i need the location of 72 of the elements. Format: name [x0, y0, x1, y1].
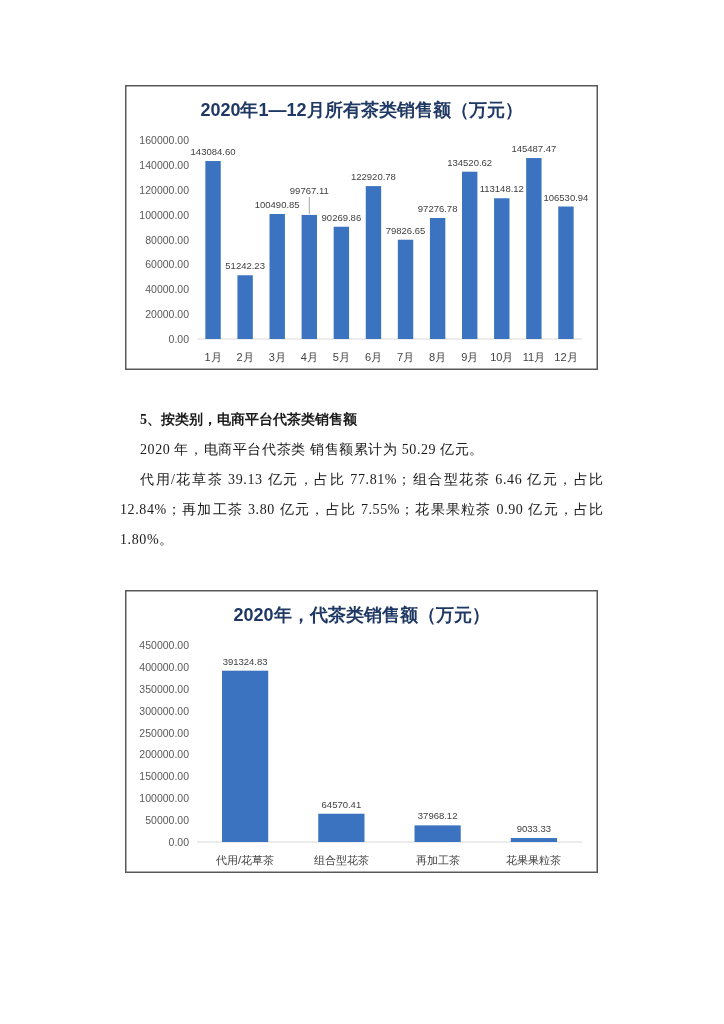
data-label: 37968.12 — [417, 810, 458, 822]
x-tick-label: 8月 — [429, 351, 447, 363]
x-tick-label: 3月 — [268, 351, 286, 363]
bar — [397, 239, 414, 339]
data-label: 99767.11 — [289, 185, 329, 197]
x-tick-label: 1月 — [204, 351, 222, 363]
x-tick-label: 10月 — [490, 351, 514, 363]
bar — [462, 171, 478, 339]
bar — [414, 825, 461, 842]
chart-title: 2020年，代茶类销售额（万元） — [233, 605, 490, 625]
x-tick-label: 9月 — [461, 351, 479, 363]
bar — [269, 214, 285, 339]
y-tick-label: 450000.00 — [139, 639, 190, 651]
y-tick-label: 60000.00 — [145, 258, 190, 271]
bar — [237, 275, 253, 339]
bar — [429, 218, 446, 339]
data-label: 145487.47 — [511, 143, 557, 155]
x-tick-label: 再加工茶 — [415, 854, 460, 866]
data-label: 79826.65 — [385, 224, 426, 236]
y-tick-label: 0.00 — [168, 333, 190, 345]
y-tick-label: 100000.00 — [139, 208, 190, 221]
x-tick-label: 11月 — [522, 351, 546, 363]
text: 2020 年，电商平台代茶类 销售额累计为 50.29 亿元。 — [139, 441, 486, 459]
x-tick-label: 组合型花茶 — [313, 854, 369, 866]
data-label: 113148.12 — [479, 183, 524, 195]
data-label: 100490.85 — [254, 199, 300, 211]
data-label: 64570.41 — [321, 798, 362, 810]
x-tick-label: 7月 — [396, 351, 415, 363]
y-tick-label: 80000.00 — [145, 233, 190, 246]
x-tick-label: 12月 — [554, 351, 578, 363]
bar — [365, 186, 382, 339]
bar — [558, 206, 574, 339]
x-tick-label: 6月 — [364, 351, 383, 363]
y-tick-label: 400000.00 — [139, 660, 190, 673]
y-tick-label: 200000.00 — [139, 748, 190, 761]
bar — [318, 813, 365, 842]
y-tick-label: 0.00 — [168, 836, 190, 848]
data-label: 51242.23 — [225, 260, 265, 272]
y-tick-label: 140000.00 — [139, 158, 190, 171]
bar — [510, 838, 557, 842]
y-tick-label: 20000.00 — [145, 308, 190, 321]
bar — [205, 161, 221, 339]
y-tick-label: 50000.00 — [145, 814, 190, 827]
bar — [526, 158, 542, 339]
x-tick-label: 2月 — [236, 351, 254, 363]
data-label: 97276.78 — [417, 203, 458, 215]
y-tick-label: 300000.00 — [139, 704, 190, 717]
x-tick-label: 代用/花草茶 — [215, 854, 275, 866]
bar — [333, 226, 350, 339]
y-tick-label: 120000.00 — [139, 183, 190, 196]
bar — [494, 198, 510, 339]
bar — [222, 670, 269, 842]
data-label: 122920.78 — [351, 171, 396, 183]
data-label: 106530.94 — [543, 191, 589, 203]
data-label: 90269.86 — [321, 211, 362, 223]
chart-title: 2020年1—12月所有茶类销售额（万元） — [200, 100, 523, 120]
text: 代用/花草茶 39.13 亿元，占比 77.81%；组合型花茶 6.46 亿元，占比 12.84%；再加工茶 3.80 亿元，占比 7.55%；花果果粒茶 0.90 亿元，占比 1.80%。 — [120, 471, 604, 549]
y-tick-label: 250000.00 — [139, 726, 190, 739]
y-tick-label: 350000.00 — [139, 682, 190, 695]
x-tick-label: 5月 — [332, 351, 350, 363]
bar — [301, 214, 317, 339]
data-label: 143084.60 — [190, 146, 236, 158]
x-tick-label: 花果果粒茶 — [506, 854, 562, 866]
text: 5、按类别，电商平台代茶类销售额 — [139, 411, 358, 429]
data-label: 391324.83 — [222, 655, 268, 667]
y-tick-label: 100000.00 — [139, 792, 190, 805]
y-tick-label: 160000.00 — [139, 134, 190, 146]
y-tick-label: 150000.00 — [139, 770, 190, 783]
data-label: 9033.33 — [516, 823, 552, 835]
x-tick-label: 4月 — [300, 351, 318, 363]
data-label: 134520.62 — [447, 156, 493, 168]
y-tick-label: 40000.00 — [145, 283, 190, 296]
